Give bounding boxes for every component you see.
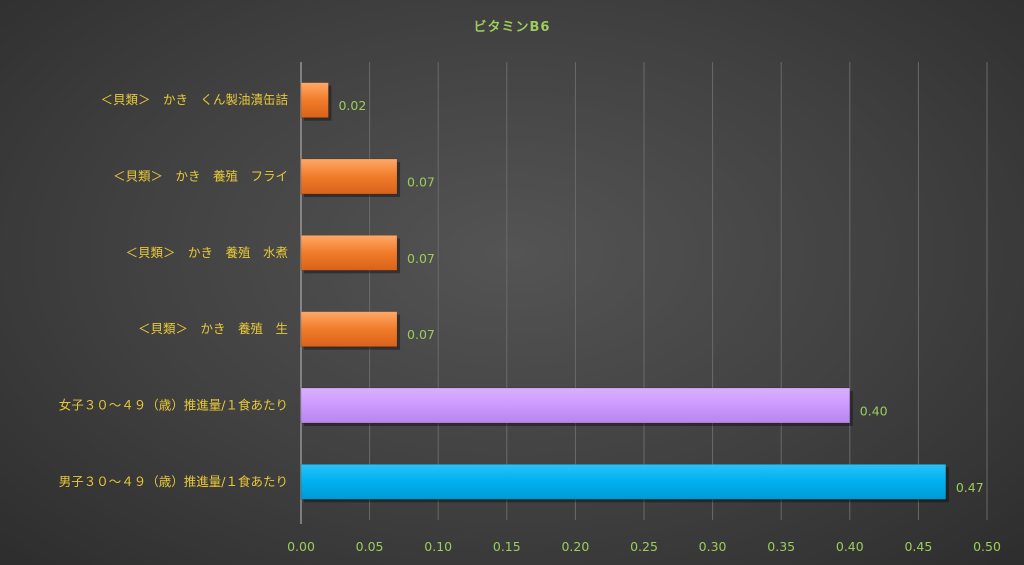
category-label: ＜貝類＞ かき 養殖 水煮	[125, 245, 288, 260]
x-tick-label: 0.25	[630, 539, 658, 554]
x-tick-label: 0.10	[424, 539, 452, 554]
x-tick-label: 0.20	[561, 539, 589, 554]
category-label: 女子３０～４９（歳）推進量/１食あたり	[59, 398, 288, 413]
x-tick-label: 0.30	[699, 539, 727, 554]
labels: 0.00 0.05 0.10 0.15 0.20 0.25 0.30 0.35 0.40 0.45…	[59, 92, 1001, 554]
bar	[300, 311, 398, 347]
bars	[300, 82, 949, 503]
x-tick-label: 0.15	[493, 539, 521, 554]
x-tick-label: 0.50	[973, 539, 1001, 554]
data-label: 0.07	[407, 175, 435, 190]
category-label: ＜貝類＞ かき 養殖 フライ	[113, 169, 288, 184]
gridlines	[369, 62, 988, 520]
x-tick-label: 0.35	[767, 539, 795, 554]
bar	[300, 158, 398, 195]
chart-title: ビタミンB6	[473, 20, 551, 35]
x-tick-label: 0.00	[287, 539, 315, 554]
data-label: 0.40	[860, 404, 888, 419]
data-label: 0.07	[407, 327, 435, 342]
bar	[300, 82, 329, 118]
data-label: 0.02	[338, 98, 366, 113]
bar	[300, 235, 398, 271]
x-tick-label: 0.05	[356, 539, 384, 554]
bar	[300, 387, 851, 424]
data-label: 0.47	[956, 480, 984, 495]
x-tick-label: 0.45	[904, 539, 932, 554]
data-label: 0.07	[407, 251, 435, 266]
x-tick-label: 0.40	[836, 539, 864, 554]
category-label: ＜貝類＞ かき くん製油漬缶詰	[100, 92, 288, 107]
bar	[300, 464, 947, 500]
category-label: 男子３０～４９（歳）推進量/１食あたり	[59, 474, 288, 489]
category-label: ＜貝類＞ かき 養殖 生	[138, 321, 288, 336]
